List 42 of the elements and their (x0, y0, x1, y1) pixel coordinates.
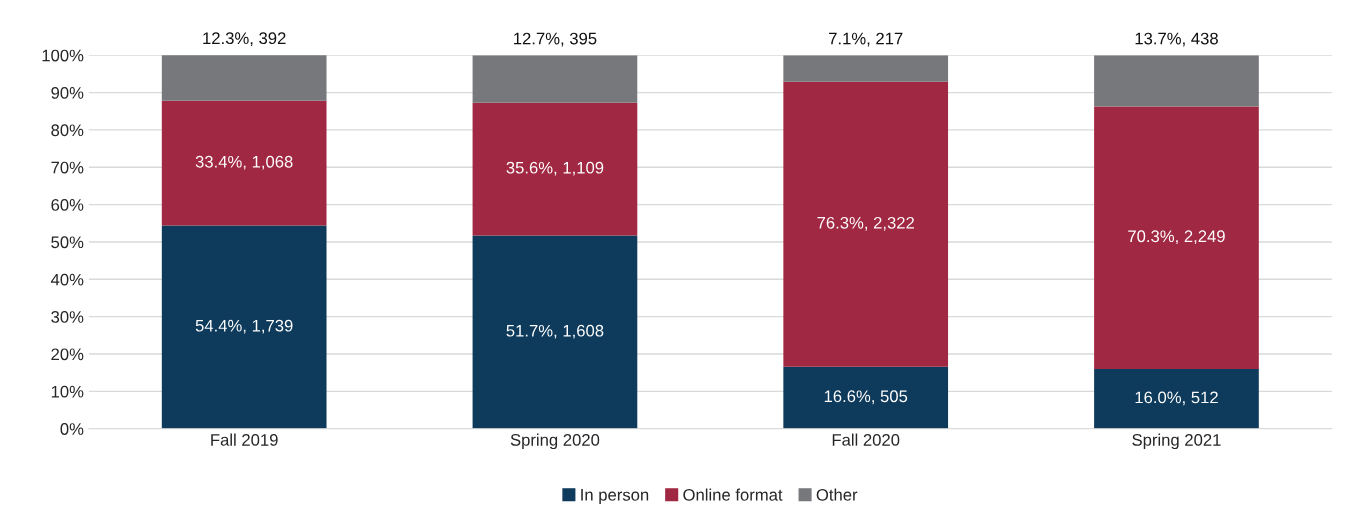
bar (783, 81, 949, 367)
y-tick-label: 90% (51, 86, 84, 99)
data-label: 35.6%, 1,109 (506, 161, 604, 176)
bar (1094, 106, 1259, 369)
x-tick-label: Fall 2020 (832, 433, 900, 446)
y-tick-label: 100% (42, 49, 84, 62)
data-label: 54.4%, 1,739 (195, 319, 293, 334)
y-tick-label: 70% (51, 161, 84, 174)
data-label: 33.4%, 1,068 (195, 155, 293, 170)
bar (161, 225, 327, 429)
y-tick-label: 80% (51, 124, 84, 137)
data-label: 76.3%, 2,322 (817, 216, 914, 231)
data-label: 51.7%, 1,608 (506, 324, 604, 339)
y-tick-label: 0% (60, 423, 84, 435)
y-tick-label: 40% (50, 273, 84, 286)
data-label: 12.3%, 392 (203, 32, 286, 47)
bar (1094, 55, 1259, 107)
legend-label: Other (816, 488, 858, 501)
bar (161, 100, 327, 226)
legend-label: In person (581, 489, 649, 505)
y-tick-label: 50% (51, 236, 84, 249)
data-label: 16.6%, 505 (824, 390, 908, 405)
data-label: 16.0%, 512 (1135, 391, 1218, 406)
bar (472, 55, 638, 103)
y-tick-label: 20% (51, 348, 84, 361)
x-tick-label: Fall 2019 (211, 433, 278, 446)
bar (1094, 368, 1259, 429)
bar (161, 55, 327, 101)
legend-label: Online format (683, 488, 783, 501)
y-tick-label: 30% (51, 311, 84, 323)
bar (472, 235, 638, 429)
data-label: 13.7%, 438 (1135, 32, 1218, 47)
x-tick-label: Spring 2020 (510, 433, 600, 450)
y-tick-label: 60% (51, 199, 84, 211)
bar (783, 55, 949, 82)
y-tick-label: 10% (51, 385, 84, 398)
bar (783, 366, 949, 429)
data-label: 12.7%, 395 (514, 32, 597, 47)
x-tick-label: Spring 2021 (1132, 433, 1221, 450)
data-label: 70.3%, 2,249 (1128, 230, 1225, 245)
data-label: 7.1%, 217 (829, 32, 903, 47)
bar (472, 102, 638, 236)
